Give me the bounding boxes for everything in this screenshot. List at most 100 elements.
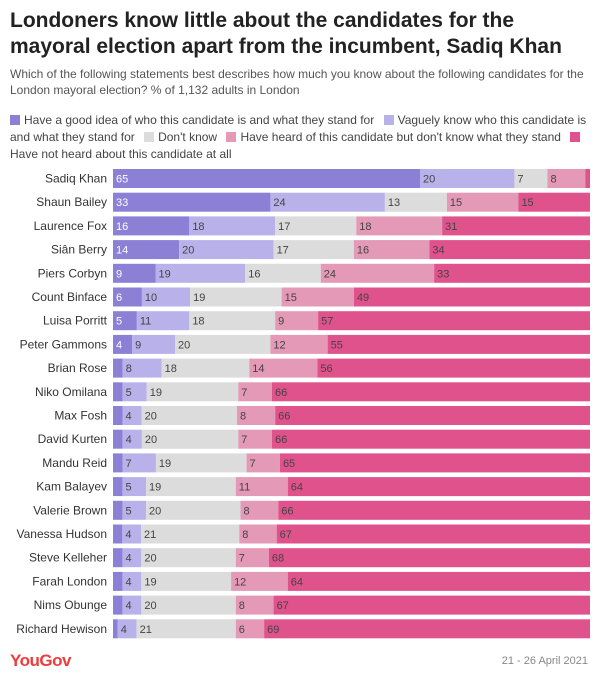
bar-vanessa-hudson-not-heard (276, 524, 590, 544)
data-label-sadiq-khan-vaguely: 20 (423, 174, 435, 186)
bar-sadiq-khan-vaguely (419, 169, 515, 188)
bar-david-kurten-vaguely (122, 429, 142, 449)
legend-swatch-vaguely (383, 115, 394, 125)
bar-farah-london-not-heard (287, 571, 590, 591)
data-label-richard-hewison-heard-not-know: 6 (239, 624, 245, 636)
data-label-laurence-fox-good-idea: 16 (116, 221, 128, 233)
data-label-kam-balayev-heard-not-know: 11 (239, 482, 250, 494)
bar-luisa-porritt-vaguely (136, 311, 190, 331)
data-label-sian-berry-dont-know: 17 (277, 245, 289, 257)
bar-max-fosh-good-idea (113, 406, 123, 425)
category-label-david-kurten: David Kurten (38, 432, 107, 446)
data-label-valerie-brown-dont-know: 20 (149, 505, 161, 517)
bar-steve-kelleher-not-heard (268, 548, 590, 568)
data-label-vanessa-hudson-vaguely: 4 (125, 529, 131, 541)
data-label-laurence-fox-not-heard: 31 (445, 221, 457, 233)
bar-laurence-fox-vaguely (189, 216, 276, 236)
bar-sian-berry-good-idea (113, 240, 180, 260)
bar-kam-balayev-heard-not-know (235, 477, 288, 497)
bar-max-fosh-not-heard (275, 406, 590, 425)
bar-max-fosh-dont-know (141, 406, 238, 425)
bar-peter-gammons-not-heard (327, 334, 590, 354)
bar-david-kurten-dont-know (141, 429, 239, 449)
data-label-vanessa-hudson-heard-not-know: 8 (242, 529, 248, 541)
data-label-brian-rose-not-heard: 56 (320, 363, 332, 375)
bar-piers-corbyn-heard-not-know (320, 263, 435, 283)
data-label-brian-rose-vaguely: 8 (126, 363, 132, 375)
bar-niko-omilana-not-heard (272, 382, 590, 402)
data-label-nims-obunge-vaguely: 4 (125, 600, 131, 612)
bar-sadiq-khan-dont-know (514, 169, 548, 188)
bar-peter-gammons-dont-know (175, 334, 271, 354)
data-label-steve-kelleher-heard-not-know: 7 (239, 553, 245, 565)
data-label-piers-corbyn-dont-know: 16 (248, 268, 260, 280)
category-label-valerie-brown: Valerie Brown (33, 503, 107, 517)
bar-mandu-reid-not-heard (279, 453, 590, 473)
bar-richard-hewison-good-idea (113, 619, 118, 639)
data-label-david-kurten-dont-know: 20 (145, 434, 157, 446)
data-label-richard-hewison-not-heard: 69 (267, 624, 279, 636)
category-label-farah-london: Farah London (32, 574, 107, 588)
bar-kam-balayev-dont-know (146, 477, 236, 497)
bar-nims-obunge-vaguely (122, 595, 142, 615)
data-label-peter-gammons-dont-know: 20 (178, 339, 190, 351)
legend-label-vaguely: Vaguely know who this candidate is and w… (10, 113, 587, 144)
data-label-count-binface-heard-not-know: 15 (285, 292, 297, 304)
data-label-sadiq-khan-good-idea: 65 (116, 174, 128, 186)
data-label-count-binface-dont-know: 19 (193, 292, 205, 304)
data-label-steve-kelleher-dont-know: 20 (144, 553, 156, 565)
data-label-brian-rose-dont-know: 18 (165, 363, 177, 375)
category-label-max-fosh: Max Fosh (54, 409, 107, 423)
data-label-mandu-reid-vaguely: 7 (126, 458, 132, 470)
bar-valerie-brown-heard-not-know (240, 500, 279, 520)
category-label-steve-kelleher: Steve Kelleher (29, 551, 107, 565)
bar-shaun-bailey-heard-not-know (446, 192, 519, 212)
data-label-luisa-porritt-dont-know: 18 (192, 316, 204, 328)
data-label-sadiq-khan-dont-know: 7 (517, 174, 523, 186)
category-label-luisa-porritt: Luisa Porritt (43, 314, 108, 328)
bar-kam-balayev-not-heard (287, 477, 590, 497)
bar-laurence-fox-dont-know (275, 216, 357, 236)
category-label-mandu-reid: Mandu Reid (42, 456, 107, 470)
legend-swatch-good-idea (10, 115, 20, 125)
data-label-luisa-porritt-heard-not-know: 9 (278, 316, 284, 328)
bar-luisa-porritt-good-idea (113, 311, 137, 331)
data-label-david-kurten-vaguely: 4 (126, 434, 132, 446)
bar-peter-gammons-heard-not-know (270, 334, 328, 354)
bar-sian-berry-heard-not-know (353, 240, 430, 260)
bar-steve-kelleher-dont-know (141, 548, 236, 568)
bar-vanessa-hudson-vaguely (122, 524, 142, 544)
data-label-richard-hewison-vaguely: 4 (121, 624, 127, 636)
data-label-peter-gammons-good-idea: 4 (116, 339, 122, 351)
data-label-shaun-bailey-heard-not-know: 15 (450, 197, 462, 209)
legend-label-good-idea: Have a good idea of who this candidate i… (24, 113, 375, 127)
bar-niko-omilana-heard-not-know (238, 382, 272, 402)
data-label-sian-berry-vaguely: 20 (182, 245, 194, 257)
data-label-david-kurten-heard-not-know: 7 (241, 434, 247, 446)
data-label-sian-berry-heard-not-know: 16 (357, 245, 369, 257)
data-label-brian-rose-heard-not-know: 14 (252, 363, 264, 375)
data-label-laurence-fox-dont-know: 17 (278, 221, 290, 233)
bar-farah-london-vaguely (122, 571, 142, 591)
bar-brian-rose-good-idea (113, 358, 123, 378)
bar-count-binface-heard-not-know (281, 287, 354, 307)
bar-valerie-brown-dont-know (146, 500, 241, 520)
bar-count-binface-dont-know (190, 287, 282, 307)
bar-niko-omilana-vaguely (122, 382, 147, 402)
bar-sadiq-khan-heard-not-know (547, 169, 586, 188)
category-label-sadiq-khan: Sadiq Khan (45, 172, 107, 186)
bar-brian-rose-heard-not-know (249, 358, 318, 378)
bar-vanessa-hudson-heard-not-know (239, 524, 277, 544)
data-label-david-kurten-not-heard: 66 (275, 434, 287, 446)
bar-nims-obunge-not-heard (273, 595, 590, 615)
bar-count-binface-not-heard (353, 287, 590, 307)
data-label-niko-omilana-not-heard: 66 (275, 387, 287, 399)
legend-swatch-heard-not-know (226, 132, 237, 142)
data-label-shaun-bailey-dont-know: 13 (388, 197, 400, 209)
legend-label-not-heard: Have not heard about this candidate at a… (10, 147, 232, 161)
bar-farah-london-dont-know (141, 571, 232, 591)
bar-mandu-reid-dont-know (155, 453, 247, 473)
bar-piers-corbyn-vaguely (155, 263, 246, 283)
data-label-max-fosh-dont-know: 20 (145, 411, 157, 423)
category-label-sian-berry: Siân Berry (51, 243, 107, 257)
